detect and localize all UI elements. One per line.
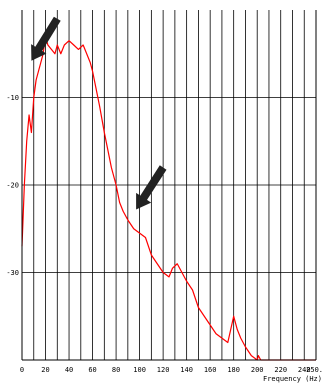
x-tick-label: 160 [204,366,217,374]
y-tick-label: -20 [6,182,19,190]
x-tick-label: 120 [157,366,170,374]
x-tick-label: 240 [298,366,311,374]
x-tick-label: 180 [227,366,240,374]
x-tick-label: 20 [41,366,49,374]
x-tick-label: 60 [88,366,96,374]
y-tick-labels: -10 -20 -30 [6,94,19,277]
arrow-annotation-1 [136,165,167,210]
annotations [31,16,167,210]
x-tick-label: 140 [180,366,193,374]
y-tick-label: -30 [6,269,19,277]
x-tick-label: 220 [274,366,287,374]
x-tick-label: 0 [20,366,24,374]
y-tick-label: -10 [6,94,19,102]
x-axis-label: Frequency (Hz) [263,375,322,383]
grid-lines [22,10,316,360]
plot-frame [21,10,317,361]
x-tick-label: 40 [65,366,73,374]
x-tick-label: 250. [306,366,323,374]
x-tick-label: 80 [112,366,120,374]
arrow-annotation-0 [31,16,61,61]
x-tick-label: 100 [133,366,146,374]
x-tick-label: 200 [251,366,264,374]
